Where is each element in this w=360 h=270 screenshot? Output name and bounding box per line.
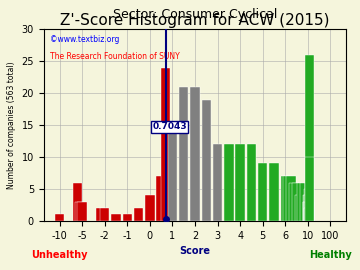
- Bar: [286, 176, 296, 221]
- Bar: [305, 183, 314, 221]
- Bar: [280, 176, 290, 221]
- Bar: [305, 202, 314, 221]
- Text: 0.7043: 0.7043: [152, 122, 187, 131]
- Text: ©www.textbiz.org: ©www.textbiz.org: [50, 35, 119, 44]
- Bar: [122, 214, 132, 221]
- Text: Healthy: Healthy: [309, 250, 352, 260]
- Bar: [224, 144, 234, 221]
- Title: Z'-Score Histogram for ACW (2015): Z'-Score Histogram for ACW (2015): [60, 13, 330, 28]
- Bar: [55, 214, 64, 221]
- Bar: [213, 144, 222, 221]
- Bar: [297, 183, 307, 221]
- Bar: [202, 100, 211, 221]
- Bar: [161, 68, 170, 221]
- Text: Unhealthy: Unhealthy: [31, 250, 88, 260]
- Bar: [303, 202, 313, 221]
- Bar: [75, 202, 85, 221]
- Bar: [304, 189, 314, 221]
- Bar: [269, 163, 279, 221]
- Bar: [145, 195, 154, 221]
- Bar: [304, 202, 314, 221]
- Bar: [300, 183, 310, 221]
- Bar: [247, 144, 256, 221]
- Bar: [303, 202, 313, 221]
- Bar: [96, 208, 105, 221]
- Bar: [304, 208, 313, 221]
- Bar: [304, 195, 314, 221]
- Bar: [289, 183, 298, 221]
- Bar: [292, 183, 301, 221]
- Text: Sector: Consumer Cyclical: Sector: Consumer Cyclical: [113, 8, 277, 21]
- Bar: [305, 55, 314, 221]
- Bar: [77, 202, 87, 221]
- Bar: [73, 183, 82, 221]
- Bar: [304, 202, 313, 221]
- Bar: [111, 214, 121, 221]
- Bar: [258, 163, 267, 221]
- Bar: [303, 202, 313, 221]
- Bar: [156, 176, 166, 221]
- Text: The Research Foundation of SUNY: The Research Foundation of SUNY: [50, 52, 180, 61]
- Bar: [283, 176, 293, 221]
- Bar: [303, 195, 312, 221]
- Bar: [190, 87, 200, 221]
- Bar: [303, 195, 313, 221]
- Bar: [168, 131, 177, 221]
- X-axis label: Score: Score: [180, 246, 211, 256]
- Bar: [295, 195, 304, 221]
- Bar: [305, 208, 314, 221]
- Bar: [100, 208, 109, 221]
- Y-axis label: Number of companies (563 total): Number of companies (563 total): [7, 61, 16, 189]
- Bar: [235, 144, 245, 221]
- Bar: [134, 208, 143, 221]
- Bar: [179, 87, 188, 221]
- Bar: [305, 157, 314, 221]
